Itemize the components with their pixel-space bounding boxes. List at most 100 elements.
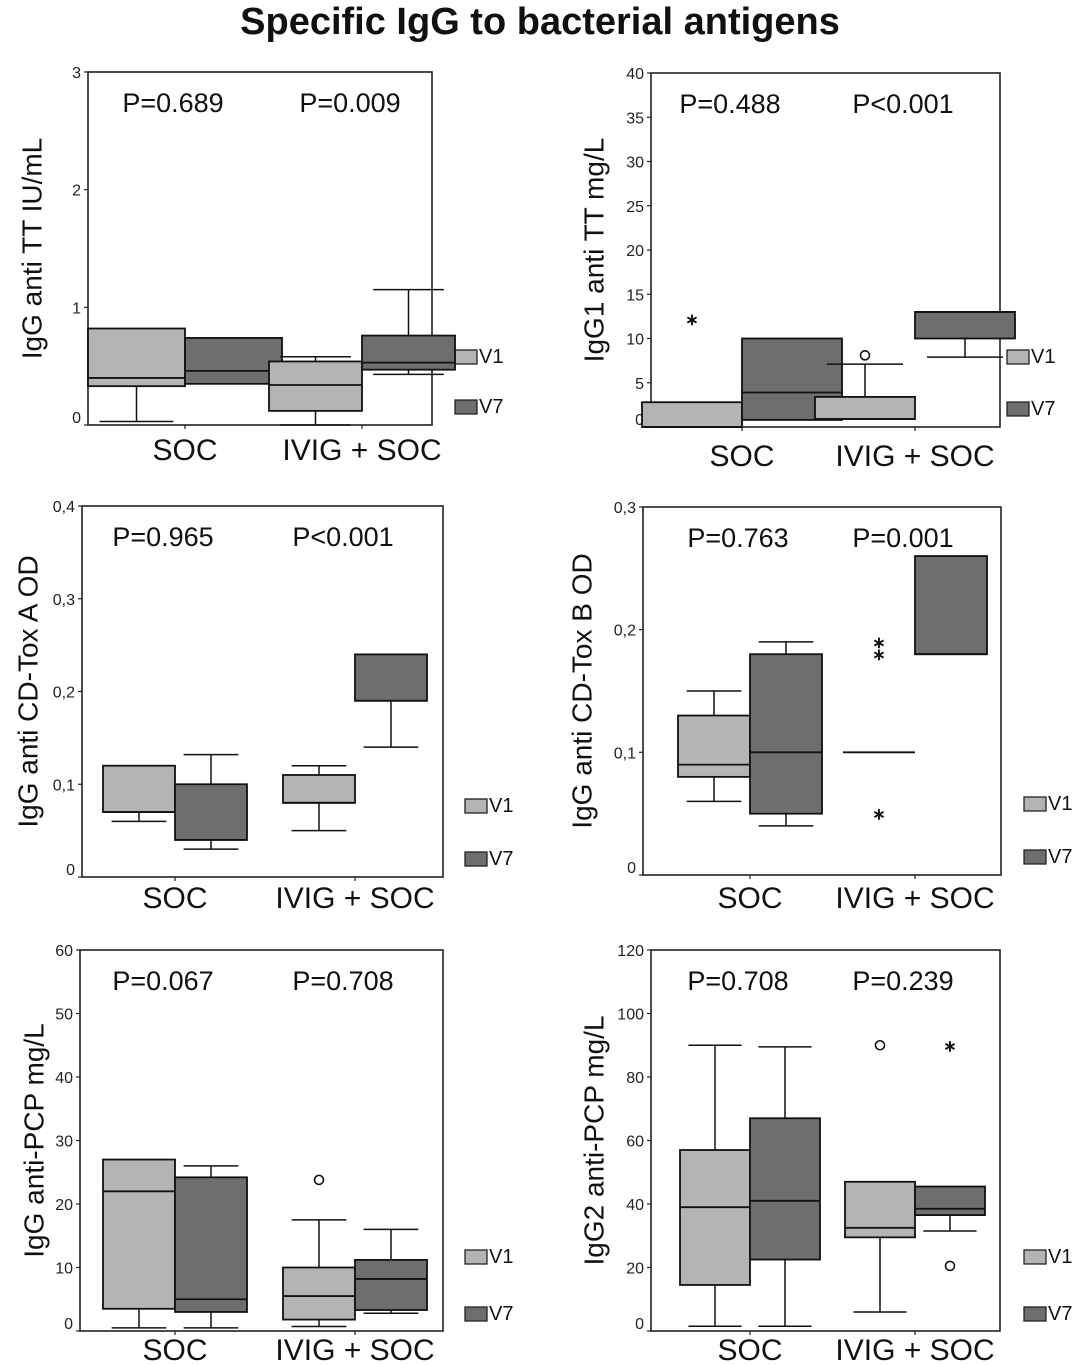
box-soc-v7 xyxy=(749,1046,821,1327)
box-ivig-soc-v7 xyxy=(361,288,456,376)
y-tick-label: 60 xyxy=(626,1134,644,1151)
box-ivig-soc-v7 xyxy=(354,653,428,748)
legend-label: V1 xyxy=(1048,793,1072,815)
p-value-label: P=0.009 xyxy=(299,88,400,118)
box-body xyxy=(814,396,916,420)
box-ivig-soc-v1 xyxy=(282,1174,356,1328)
box-soc-v1 xyxy=(679,1044,751,1327)
y-tick-label: 40 xyxy=(626,1197,644,1214)
box-body xyxy=(268,360,363,412)
legend-label: V1 xyxy=(489,1246,513,1268)
legend-label: V7 xyxy=(1048,846,1072,868)
y-tick-label: 20 xyxy=(626,243,644,260)
legend-swatch-v1 xyxy=(454,349,478,365)
y-tick-label: 0,2 xyxy=(53,685,75,702)
figure-title: Specific IgG to bacterial antigens xyxy=(240,1,840,43)
box-soc-v1: ∗ xyxy=(641,312,743,428)
box-body xyxy=(749,1117,821,1261)
y-tick-label: 0 xyxy=(635,1316,644,1333)
y-tick-label: 0,1 xyxy=(53,777,75,794)
y-tick-label: 0 xyxy=(72,410,81,427)
y-axis-label: IgG1 anti TT mg/L xyxy=(579,138,610,363)
y-tick-label: 20 xyxy=(55,1197,73,1214)
p-value-label: P=0.001 xyxy=(852,523,953,553)
box-soc-v7 xyxy=(749,641,823,827)
y-axis-label: IgG anti CD-Tox A OD xyxy=(13,555,44,827)
x-category-label: IVIG + SOC xyxy=(282,434,441,467)
p-value-label: P=0.488 xyxy=(679,89,780,119)
legend-swatch-v7 xyxy=(454,399,478,415)
legend-swatch-v7 xyxy=(464,851,488,867)
box-body xyxy=(361,334,456,371)
y-tick-label: 50 xyxy=(55,1007,73,1024)
y-tick-label: 0 xyxy=(635,412,644,429)
legend-swatch-v7 xyxy=(464,1306,488,1322)
plot-frame xyxy=(642,506,1002,876)
y-tick-label: 60 xyxy=(55,943,73,960)
x-category-label: SOC xyxy=(717,1334,782,1365)
y-tick-label: 0,1 xyxy=(614,745,636,762)
p-value-label: P<0.001 xyxy=(852,89,953,119)
outlier-star: ∗ xyxy=(943,1038,956,1055)
y-tick-label: 40 xyxy=(55,1070,73,1087)
box-soc-v7 xyxy=(174,1165,248,1329)
box-body xyxy=(354,653,428,702)
x-category-label: IVIG + SOC xyxy=(835,440,994,473)
legend-swatch-v1 xyxy=(1006,349,1030,365)
panel-1: 0 1 2 3 IgG anti TT IU/mL SOC IVIG + SOC P=0.68… xyxy=(17,65,504,467)
p-value-label: P=0.067 xyxy=(112,966,213,996)
x-category-label: IVIG + SOC xyxy=(835,1334,994,1365)
legend-label: V1 xyxy=(489,795,513,817)
box-soc-v1 xyxy=(102,1158,176,1329)
box-ivig-soc-v7: ∗ xyxy=(914,1038,986,1272)
y-tick-label: 1 xyxy=(72,300,81,317)
y-tick-label: 0,2 xyxy=(614,623,636,640)
y-tick-label: 0,4 xyxy=(53,499,75,516)
outlier-star: ∗ xyxy=(872,647,885,664)
x-category-label: SOC xyxy=(717,882,782,915)
outlier-circle xyxy=(944,1260,956,1272)
outlier-star: ∗ xyxy=(872,635,885,652)
y-tick-label: 0 xyxy=(627,860,636,877)
y-axis-label: IgG2 anti-PCP mg/L xyxy=(579,1015,610,1265)
panel-6: 0 20 40 60 80 100 120 IgG2 anti-PCP mg/L SOC IVIG… xyxy=(579,943,1073,1365)
y-tick-label: 0,3 xyxy=(614,500,636,517)
p-value-label: P=0.708 xyxy=(292,966,393,996)
legend-swatch-v7 xyxy=(1023,1306,1047,1322)
x-category-label: SOC xyxy=(152,434,217,467)
legend-label: V7 xyxy=(479,396,503,418)
y-tick-label: 30 xyxy=(55,1134,73,1151)
plot-frame xyxy=(87,71,433,426)
box-soc-v7 xyxy=(184,337,283,385)
box-body xyxy=(174,1176,248,1313)
box-ivig-soc-v7 xyxy=(914,555,988,656)
box-body xyxy=(641,401,743,428)
p-value-label: P=0.763 xyxy=(687,523,788,553)
y-tick-label: 10 xyxy=(55,1261,73,1278)
box-body xyxy=(282,1266,356,1321)
x-category-label: SOC xyxy=(142,1334,207,1365)
box-ivig-soc-v1: ∗∗∗ xyxy=(843,635,915,824)
legend-swatch-v1 xyxy=(464,798,488,814)
legend-swatch-v7 xyxy=(1006,401,1030,417)
box-body xyxy=(914,311,1016,340)
y-tick-label: 2 xyxy=(72,183,81,200)
box-body xyxy=(174,783,248,841)
x-category-label: IVIG + SOC xyxy=(835,882,994,915)
y-tick-label: 10 xyxy=(626,332,644,349)
legend-swatch-v1 xyxy=(1023,1249,1047,1265)
box-soc-v7 xyxy=(174,753,248,850)
box-ivig-soc-v7 xyxy=(354,1228,428,1314)
outlier-star: ∗ xyxy=(872,807,885,824)
y-tick-label: 35 xyxy=(626,110,644,127)
panel-4: 0 0,1 0,2 0,3 IgG anti CD-Tox B OD SOC IVIG + … xyxy=(567,500,1073,915)
legend-label: V7 xyxy=(489,848,513,870)
p-value-label: P=0.239 xyxy=(852,966,953,996)
y-tick-label: 25 xyxy=(626,199,644,216)
box-body xyxy=(749,653,823,815)
panel-2: 0 5 10 15 20 25 30 35 40 IgG1 anti TT mg/L SOC IVIG… xyxy=(579,66,1056,473)
box-body xyxy=(677,714,751,778)
y-tick-label: 0 xyxy=(66,862,75,879)
y-tick-label: 3 xyxy=(72,65,81,82)
